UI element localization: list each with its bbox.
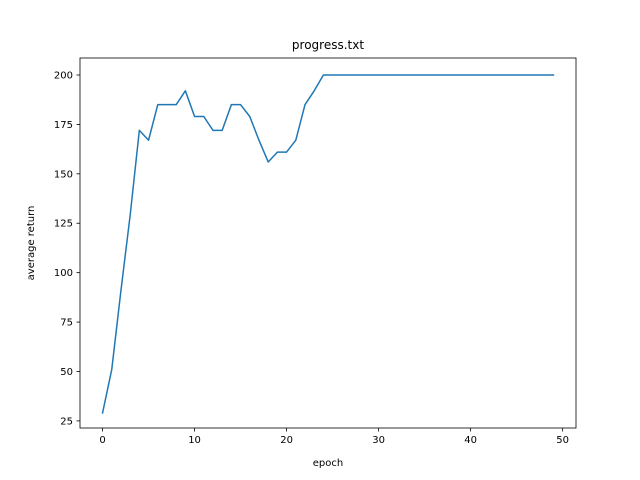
plot-area — [101, 74, 555, 414]
axes-frame — [79, 57, 577, 429]
y-tick-label: 50 — [60, 367, 73, 378]
y-tick-label: 200 — [54, 70, 73, 81]
y-tick-label: 75 — [60, 318, 73, 329]
x-tick-label: 10 — [188, 435, 201, 446]
x-tick-label: 30 — [372, 435, 385, 446]
y-tick-label: 150 — [54, 169, 73, 180]
x-tick-label: 0 — [99, 435, 105, 446]
y-tick-label: 25 — [60, 416, 73, 427]
axis-ticks: 0 10 20 30 40 50 25 50 75 100 125 150 175 200 — [54, 70, 569, 446]
chart-title: progress.txt — [292, 38, 364, 52]
series-line-0 — [101, 74, 555, 414]
y-tick-label: 125 — [54, 219, 73, 230]
y-tick-label: 100 — [54, 268, 73, 279]
x-tick-label: 50 — [556, 435, 569, 446]
x-tick-label: 40 — [464, 435, 477, 446]
y-tick-label: 175 — [54, 120, 73, 131]
x-axis-label: epoch — [313, 458, 343, 469]
x-tick-label: 20 — [280, 435, 293, 446]
y-axis-label: average return — [26, 206, 37, 281]
